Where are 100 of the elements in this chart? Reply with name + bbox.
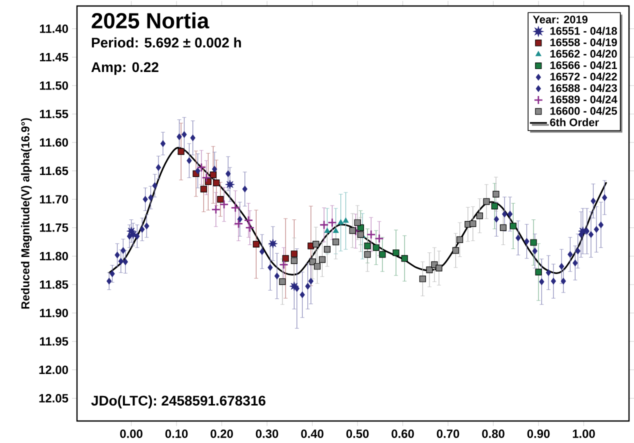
point bbox=[190, 134, 196, 142]
x-tick-label: 0.30 bbox=[256, 430, 278, 438]
point bbox=[156, 164, 161, 171]
y-tick-label: 11.50 bbox=[40, 81, 68, 90]
point bbox=[366, 230, 376, 240]
point bbox=[305, 282, 310, 290]
point bbox=[456, 236, 464, 243]
point bbox=[328, 218, 337, 228]
point bbox=[364, 251, 371, 258]
point bbox=[234, 219, 244, 228]
point bbox=[211, 204, 221, 214]
y-tick-label: 11.45 bbox=[40, 53, 68, 62]
legend-label: 16572 - 04/22 bbox=[550, 72, 617, 81]
point bbox=[598, 222, 604, 228]
x-tick-label: 0.00 bbox=[120, 430, 142, 438]
chart-title: 2025 Nortia bbox=[92, 12, 210, 29]
point bbox=[588, 231, 594, 238]
point bbox=[144, 222, 150, 230]
legend-label: 16566 - 04/21 bbox=[550, 61, 618, 70]
point bbox=[568, 251, 573, 258]
legend-label: 16589 - 04/24 bbox=[550, 95, 618, 104]
y-tick-label: 12.00 bbox=[39, 366, 68, 374]
point bbox=[524, 238, 530, 245]
point bbox=[118, 258, 124, 265]
point bbox=[338, 219, 344, 224]
point bbox=[494, 216, 499, 222]
point bbox=[332, 238, 340, 246]
point bbox=[401, 255, 408, 262]
point bbox=[140, 226, 145, 233]
y-tick-label: 11.60 bbox=[40, 138, 68, 147]
annotation: JDo(LTC): 2458591.678316 bbox=[91, 395, 266, 408]
point bbox=[186, 157, 192, 164]
point bbox=[279, 260, 288, 270]
point bbox=[594, 226, 599, 233]
y-tick-label: 11.80 bbox=[40, 252, 68, 260]
point bbox=[230, 203, 240, 213]
point bbox=[332, 228, 339, 233]
point bbox=[364, 242, 371, 250]
y-tick-label: 11.40 bbox=[40, 24, 68, 33]
point bbox=[219, 200, 229, 210]
point bbox=[106, 278, 112, 284]
legend-label: 6th Order bbox=[550, 118, 599, 126]
legend-label: 16588 - 04/23 bbox=[550, 84, 617, 92]
point bbox=[114, 252, 120, 258]
point bbox=[374, 234, 384, 244]
x-tick-label: 0.10 bbox=[165, 430, 188, 438]
x-tick-label: 1.00 bbox=[572, 430, 595, 438]
point bbox=[226, 170, 231, 177]
annotation: Period: 5.692 ± 0.002 h bbox=[92, 37, 241, 48]
point bbox=[152, 182, 158, 189]
point bbox=[532, 248, 538, 254]
point bbox=[436, 264, 442, 272]
x-tick-label: 0.40 bbox=[301, 430, 324, 438]
x-tick-label: 0.70 bbox=[436, 430, 460, 438]
point bbox=[196, 162, 206, 172]
point bbox=[252, 240, 260, 248]
point bbox=[312, 240, 320, 248]
point bbox=[279, 278, 286, 286]
point bbox=[602, 194, 608, 201]
point bbox=[426, 266, 433, 274]
point bbox=[148, 194, 154, 201]
point bbox=[260, 248, 265, 255]
point bbox=[210, 172, 216, 178]
x-tick-label: 0.60 bbox=[392, 430, 414, 438]
legend-label: 16562 - 04/20 bbox=[550, 50, 617, 58]
point bbox=[225, 180, 235, 190]
point bbox=[483, 198, 490, 205]
point bbox=[572, 260, 578, 266]
point bbox=[392, 249, 400, 256]
x-tick-label: 0.20 bbox=[210, 430, 233, 438]
point bbox=[507, 210, 513, 218]
point bbox=[268, 238, 278, 248]
legend-label: 16600 - 04/25 bbox=[550, 106, 618, 115]
point bbox=[217, 196, 224, 203]
point bbox=[452, 247, 460, 254]
y-tick-label: 11.85 bbox=[40, 280, 68, 289]
point bbox=[324, 228, 330, 233]
point bbox=[492, 190, 500, 198]
point bbox=[290, 257, 298, 264]
point bbox=[470, 220, 476, 228]
y-tick-label: 11.90 bbox=[40, 308, 68, 318]
point bbox=[244, 216, 254, 226]
y-tick-label: 11.55 bbox=[40, 110, 68, 118]
point bbox=[535, 268, 542, 276]
point bbox=[476, 212, 483, 220]
point bbox=[182, 131, 187, 138]
legend-title: Year: 2019 bbox=[532, 16, 588, 24]
y-tick-label: 12.05 bbox=[39, 394, 68, 402]
x-tick-label: 0.80 bbox=[482, 430, 504, 438]
point bbox=[110, 270, 115, 278]
y-tick-label: 11.95 bbox=[40, 337, 68, 346]
point bbox=[122, 258, 128, 266]
y-axis-title: Reduced Magnitude(V) alpha(16.9°) bbox=[21, 118, 32, 309]
point bbox=[318, 256, 326, 263]
legend-label: 16558 - 04/19 bbox=[550, 38, 617, 46]
point bbox=[268, 264, 273, 271]
point bbox=[516, 234, 521, 242]
point bbox=[245, 223, 255, 232]
y-tick-label: 11.65 bbox=[40, 166, 68, 176]
point bbox=[160, 140, 166, 147]
